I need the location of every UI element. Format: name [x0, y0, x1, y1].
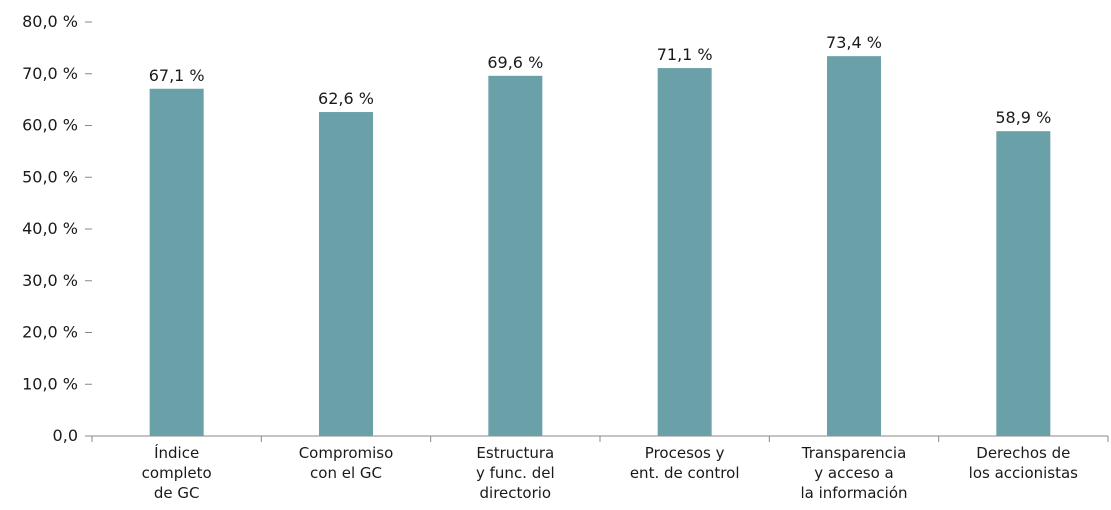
y-tick-label: 80,0 %	[22, 12, 78, 31]
y-tick-label: 10,0 %	[22, 374, 78, 393]
x-tick-label-line: Derechos de	[976, 444, 1070, 462]
x-tick-label-line: los accionistas	[969, 464, 1079, 482]
data-label: 67,1 %	[149, 66, 205, 85]
y-tick-label: 70,0 %	[22, 64, 78, 83]
bar	[657, 68, 712, 437]
x-tick-label: Procesos y ent. de control	[630, 444, 740, 482]
data-label: 62,6 %	[318, 89, 374, 108]
x-tick-label-line: Procesos y	[645, 444, 725, 462]
y-tick-label: 50,0 %	[22, 167, 78, 186]
x-tick-label: Estructura y func. del directorio	[476, 444, 555, 502]
x-tick-label-line: Compromiso	[299, 444, 394, 462]
x-tick-label-line: y func. del	[476, 464, 555, 482]
x-tick-label: Compromiso con el GC	[299, 444, 394, 482]
bar	[827, 56, 881, 436]
x-tick-label-line: y acceso a	[814, 464, 894, 482]
data-label: 58,9 %	[995, 108, 1051, 127]
data-label: 73,4 %	[826, 33, 882, 52]
y-tick-label: 40,0 %	[22, 219, 78, 238]
y-tick-label: 60,0 %	[22, 116, 78, 135]
y-tick-label: 30,0 %	[22, 271, 78, 290]
y-tick-label: 20,0 %	[22, 323, 78, 342]
x-tick-label: Índice completo de GC	[142, 443, 212, 502]
data-label: 69,6 %	[487, 53, 543, 72]
x-tick-label-line: ent. de control	[630, 464, 740, 482]
bar	[149, 88, 204, 436]
x-tick-label-line: la información	[800, 484, 907, 502]
x-tick-label-line: Estructura	[476, 444, 554, 462]
x-tick-label-line: Índice	[154, 443, 199, 462]
x-tick-label-line: Transparencia	[801, 444, 907, 462]
x-tick-label-line: directorio	[480, 484, 552, 502]
bar	[319, 112, 373, 437]
data-label: 71,1 %	[657, 45, 713, 64]
x-tick-label-line: con el GC	[310, 464, 382, 482]
x-tick-label: Derechos de los accionistas	[969, 444, 1079, 482]
x-tick-label-line: completo	[142, 464, 212, 482]
y-tick-label: 0,0	[53, 426, 78, 445]
x-tick-label-line: de GC	[154, 484, 200, 502]
x-tick-label: Transparencia y acceso a la información	[800, 444, 907, 502]
bar	[488, 75, 543, 436]
bar	[996, 131, 1051, 436]
